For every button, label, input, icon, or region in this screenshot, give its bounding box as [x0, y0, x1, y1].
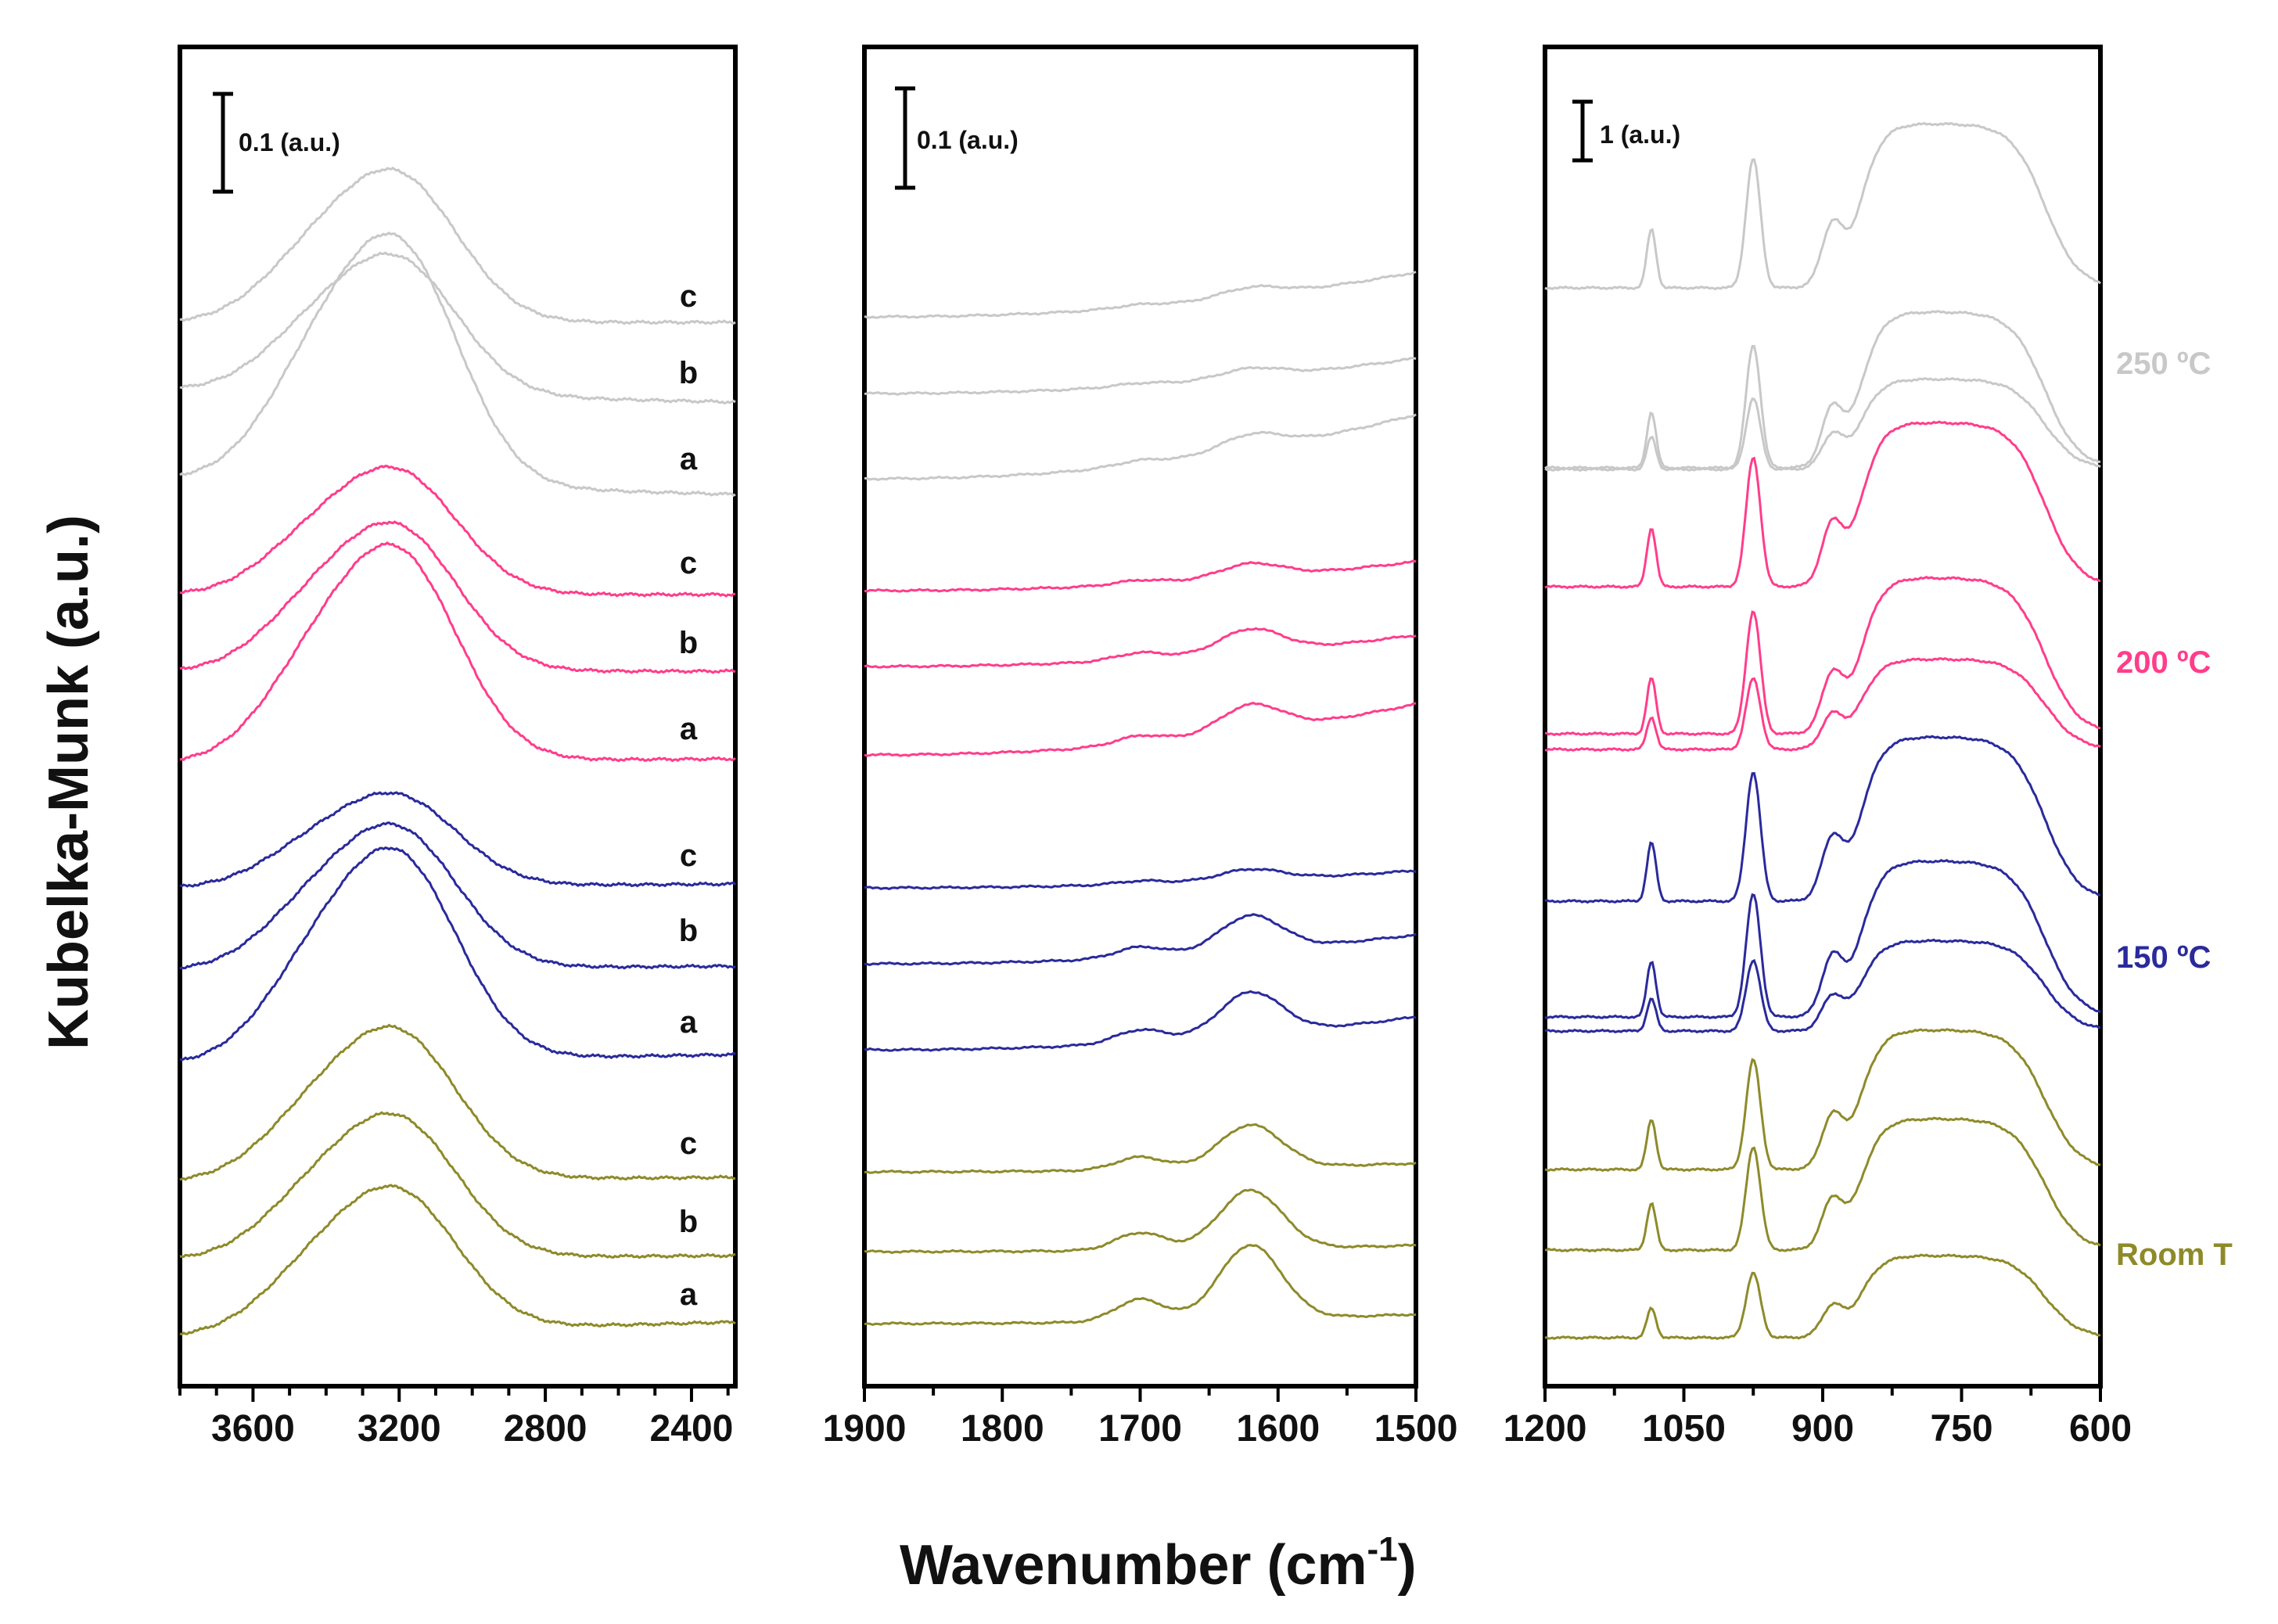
panel-2-ticks: 1900 1800 1700 1600 1500: [823, 1386, 1458, 1450]
spectrum-curve: [179, 1184, 736, 1336]
spectrum-curve: [1544, 938, 2100, 1034]
spectrum-curve: [864, 559, 1417, 593]
spectrum-curve: [179, 166, 736, 325]
spectrum-curve: [1544, 1253, 2101, 1341]
curve-letter-a: a: [680, 1005, 698, 1040]
curve-letter-a: a: [680, 442, 698, 476]
panel-1-frame: [178, 45, 738, 1389]
curve-letter-labels: c b a c b a c b a c b a: [679, 279, 698, 1312]
x-tick-label: 600: [2069, 1408, 2132, 1450]
spectrum-curve: [864, 1123, 1417, 1174]
spectrum-curve: [179, 251, 736, 405]
spectrum-curve: [179, 846, 736, 1062]
temp-label-200: 200 ºC: [2116, 645, 2211, 680]
x-tick-label: 3200: [358, 1408, 441, 1450]
curve-letter-b: b: [679, 356, 698, 390]
spectrum-curve: [1544, 310, 2101, 471]
temp-label-room: Room T: [2116, 1238, 2233, 1272]
spectrum-curve: [864, 1188, 1417, 1255]
curve-letter-c: c: [680, 546, 697, 580]
spectrum-curve: [1544, 1116, 2101, 1253]
spectrum-curve: [1544, 657, 2101, 753]
spectrum-curve: [864, 1244, 1417, 1326]
curve-letter-c: c: [680, 279, 697, 314]
spectrum-curve: [864, 271, 1417, 319]
x-tick-label: 1700: [1098, 1408, 1182, 1450]
panel-3-ticks: 1200 1050 900 750 600: [1504, 1386, 2132, 1450]
spectrum-curve: [179, 520, 736, 674]
spectrum-curve: [1544, 576, 2101, 737]
x-tick-label: 1600: [1236, 1408, 1320, 1450]
y-axis-title: Kubelka-Munk (a.u.): [38, 515, 100, 1050]
curve-letter-c: c: [680, 839, 697, 873]
x-tick-label: 1900: [823, 1408, 907, 1450]
spectrum-curve: [179, 791, 736, 888]
curve-letter-b: b: [679, 1205, 698, 1239]
spectrum-curve: [1544, 376, 2101, 472]
x-tick-label: 1050: [1642, 1408, 1726, 1450]
spectrum-curve: [1544, 1028, 2101, 1173]
panel-1-scale-bar: 0.1 (a.u.): [213, 92, 340, 194]
spectrum-curve: [864, 868, 1417, 890]
temp-label-150: 150 ºC: [2116, 940, 2211, 975]
spectrum-curve: [179, 541, 736, 763]
x-tick-label: 750: [1930, 1408, 1992, 1450]
spectrum-curve: [1544, 121, 2101, 291]
spectrum-curve: [179, 465, 736, 598]
panel-3-scale-label: 1 (a.u.): [1600, 120, 1680, 149]
temp-label-250: 250 ºC: [2116, 347, 2211, 381]
x-axis-title-close: ): [1398, 1534, 1417, 1597]
curve-letter-b: b: [679, 626, 698, 660]
x-axis-title-sup: -1: [1367, 1530, 1397, 1568]
x-tick-label: 900: [1791, 1408, 1854, 1450]
panel-2-scale-bar: 0.1 (a.u.): [895, 86, 1019, 190]
x-tick-label: 3600: [211, 1408, 295, 1450]
x-tick-label: 1500: [1374, 1408, 1458, 1450]
panel-2-scale-label: 0.1 (a.u.): [917, 126, 1019, 154]
spectrum-curve: [864, 627, 1417, 669]
x-tick-label: 1800: [961, 1408, 1044, 1450]
curve-letter-b: b: [679, 914, 698, 948]
panel-1-ticks: 3600 3200 2800 2400: [178, 1386, 734, 1450]
spectrum-curve: [179, 232, 736, 498]
spectrum-curve: [864, 357, 1417, 396]
panel-3-scale-bar: 1 (a.u.): [1572, 99, 1680, 163]
x-axis-title-main: Wavenumber (cm: [900, 1534, 1367, 1597]
spectrum-curve: [864, 913, 1417, 966]
spectrum-curve: [864, 413, 1417, 482]
x-axis-title: Wavenumber (cm-1): [900, 1530, 1417, 1597]
spectrum-curve: [179, 821, 736, 970]
panel-1-scale-label: 0.1 (a.u.): [239, 128, 340, 156]
spectrum-curve: [1544, 735, 2101, 904]
spectrum-curve: [1544, 420, 2101, 590]
curve-letter-a: a: [680, 1277, 698, 1312]
spectrum-curve: [864, 990, 1417, 1052]
x-tick-label: 2800: [504, 1408, 587, 1450]
curve-letter-c: c: [680, 1126, 697, 1161]
x-tick-label: 1200: [1504, 1408, 1587, 1450]
spectrum-curve: [864, 702, 1417, 757]
spectrum-curve: [179, 1023, 736, 1181]
spectrum-curve: [179, 1111, 736, 1259]
curve-letter-a: a: [680, 712, 698, 746]
spectrum-curve: [1544, 859, 2101, 1020]
x-tick-label: 2400: [650, 1408, 734, 1450]
spectra-curves: [179, 121, 2101, 1341]
